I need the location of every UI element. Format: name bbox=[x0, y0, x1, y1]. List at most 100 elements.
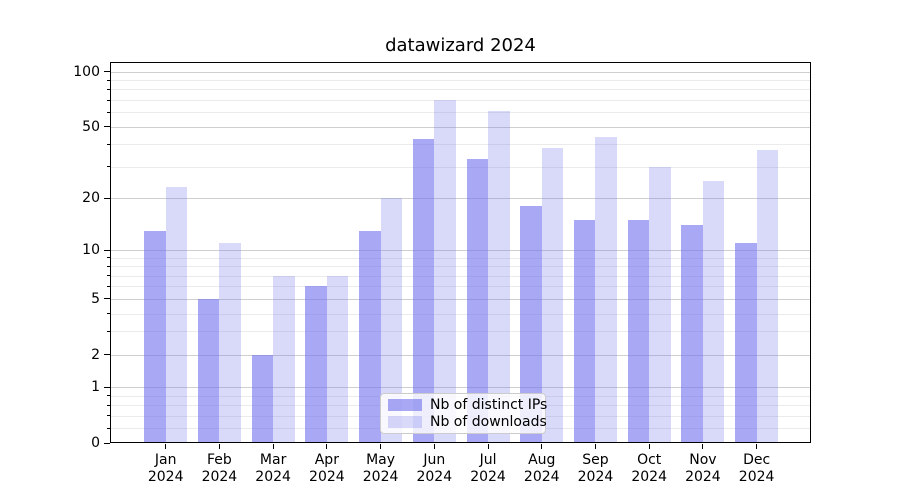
y-tick-label: 5 bbox=[91, 290, 100, 307]
x-tick-label-line: Mar bbox=[259, 452, 287, 468]
x-tick bbox=[487, 444, 489, 449]
x-tick-label: Feb 2024 bbox=[191, 452, 247, 486]
gridline-minor bbox=[110, 166, 811, 168]
gridline-minor bbox=[110, 257, 811, 259]
y-tick-label: 100 bbox=[73, 63, 100, 80]
bar-downloads-nov bbox=[702, 180, 725, 443]
bar-ips-mar bbox=[251, 354, 274, 443]
bar-downloads-may bbox=[380, 198, 403, 443]
bar-ips-aug bbox=[520, 206, 542, 443]
x-tick-label: May 2024 bbox=[353, 452, 409, 486]
gridline-major bbox=[110, 126, 811, 128]
x-tick-label-line: Feb bbox=[207, 452, 232, 468]
x-tick-label-line: Nov bbox=[689, 452, 717, 468]
x-tick-label-line: 2024 bbox=[523, 469, 560, 485]
x-tick-label: Jul 2024 bbox=[460, 452, 516, 486]
bar-downloads-apr bbox=[326, 275, 349, 443]
y-tick-label: 0 bbox=[91, 435, 100, 451]
x-tick-label-line: Jan bbox=[154, 452, 177, 468]
x-tick-label-line: 2024 bbox=[738, 469, 775, 485]
x-tick-label-line: Apr bbox=[314, 452, 339, 468]
y-tick bbox=[104, 442, 110, 444]
y-tick bbox=[104, 249, 110, 251]
x-tick bbox=[433, 444, 435, 449]
legend-row-distinct-ips: Nb of distinct IPs bbox=[388, 397, 547, 413]
legend-label-distinct-ips: Nb of distinct IPs bbox=[430, 397, 548, 413]
x-tick-label-line: May bbox=[366, 452, 396, 468]
x-tick bbox=[756, 444, 758, 449]
plot-area bbox=[110, 62, 811, 443]
y-minor-tick bbox=[107, 275, 110, 277]
gridline-minor bbox=[110, 100, 811, 102]
x-tick-label-line: 2024 bbox=[577, 469, 614, 485]
bar-ips-nov bbox=[681, 225, 703, 443]
y-minor-tick bbox=[107, 265, 110, 267]
x-tick-label-line: 2024 bbox=[416, 469, 453, 485]
x-tick bbox=[272, 444, 274, 449]
bar-downloads-feb bbox=[219, 243, 241, 443]
x-tick bbox=[648, 444, 650, 449]
gridline-major bbox=[110, 198, 811, 200]
bar-downloads-dec bbox=[756, 150, 779, 443]
bar-downloads-aug bbox=[541, 148, 564, 443]
y-tick bbox=[104, 126, 110, 128]
x-tick-label-line: Jul bbox=[479, 452, 497, 468]
x-tick bbox=[702, 444, 704, 449]
gridline-minor bbox=[110, 331, 811, 333]
y-minor-tick bbox=[107, 143, 110, 145]
bar-downloads-sep bbox=[595, 136, 617, 443]
bar-ips-jul bbox=[466, 159, 489, 443]
gridline-minor bbox=[110, 286, 811, 288]
bar-ips-sep bbox=[573, 219, 596, 443]
y-minor-tick bbox=[107, 313, 110, 315]
x-tick-label: Aug 2024 bbox=[514, 452, 570, 486]
x-tick-label: Nov 2024 bbox=[675, 452, 731, 486]
y-minor-tick bbox=[107, 427, 110, 429]
x-tick-label: Dec 2024 bbox=[729, 452, 785, 486]
y-tick-label: 20 bbox=[82, 190, 100, 207]
gridline-minor bbox=[110, 89, 811, 91]
x-tick-label-line: Sep bbox=[582, 452, 609, 468]
x-tick-label: Mar 2024 bbox=[245, 452, 301, 486]
gridline-major bbox=[110, 250, 811, 252]
chart-title: datawizard 2024 bbox=[385, 35, 536, 56]
y-minor-tick bbox=[107, 79, 110, 81]
bar-ips-oct bbox=[627, 219, 650, 443]
bar-downloads-jul bbox=[488, 110, 510, 443]
bar-downloads-jun bbox=[434, 100, 456, 443]
gridline-major bbox=[110, 71, 811, 73]
x-tick-label-line: 2024 bbox=[309, 469, 345, 485]
gridline-minor bbox=[110, 266, 811, 268]
x-tick-label-line: 2024 bbox=[470, 469, 506, 485]
gridline-minor bbox=[110, 80, 811, 82]
bar-ips-feb bbox=[197, 298, 220, 443]
y-tick bbox=[104, 386, 110, 388]
x-tick-label-line: Dec bbox=[743, 452, 771, 468]
x-tick-label: Oct 2024 bbox=[621, 452, 677, 486]
y-minor-tick bbox=[107, 166, 110, 168]
bar-ips-jun bbox=[412, 138, 435, 443]
y-tick-label: 50 bbox=[82, 118, 100, 135]
x-tick bbox=[594, 444, 596, 449]
x-tick bbox=[326, 444, 328, 449]
x-tick-label: Jun 2024 bbox=[406, 452, 462, 486]
y-minor-tick bbox=[107, 404, 110, 406]
x-tick-label-line: Jun bbox=[423, 452, 446, 468]
gridline-minor bbox=[110, 144, 811, 146]
x-tick-label-line: Aug bbox=[528, 452, 556, 468]
y-tick bbox=[104, 298, 110, 300]
x-tick-label: Apr 2024 bbox=[299, 452, 355, 486]
bar-ips-jan bbox=[144, 230, 166, 443]
x-tick bbox=[165, 444, 167, 449]
x-tick bbox=[541, 444, 543, 449]
x-tick-label-line: 2024 bbox=[362, 469, 399, 485]
bar-downloads-jan bbox=[165, 187, 188, 443]
legend: Nb of distinct IPs Nb of downloads bbox=[380, 393, 547, 434]
x-tick-label-line: 2024 bbox=[201, 469, 238, 485]
y-minor-tick bbox=[107, 285, 110, 287]
legend-swatch-distinct-ips bbox=[388, 399, 422, 411]
y-tick-label: 2 bbox=[91, 346, 100, 363]
legend-row-downloads: Nb of downloads bbox=[388, 414, 547, 430]
bar-downloads-oct bbox=[649, 166, 671, 443]
